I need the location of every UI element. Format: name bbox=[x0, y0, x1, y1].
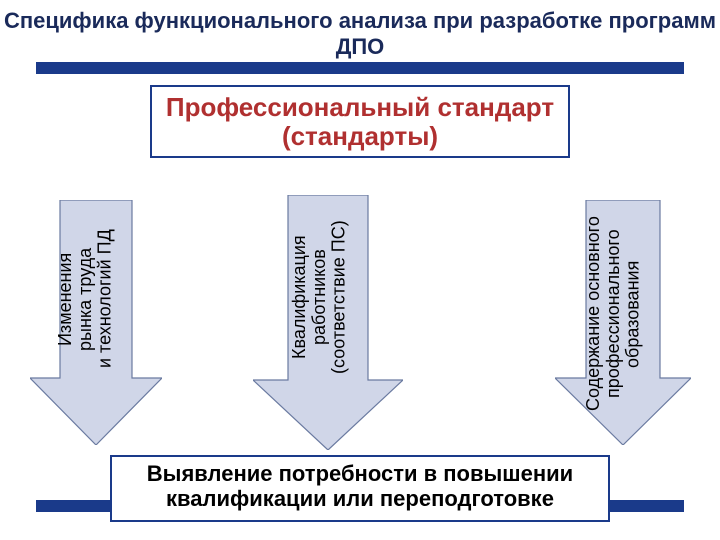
arrow-center-label: Квалификацияработников(соответствие ПС) bbox=[290, 200, 349, 395]
arrow-right-label: Содержание основногопрофессиональногообр… bbox=[584, 204, 643, 424]
page-title: Специфика функционального анализа при ра… bbox=[0, 8, 720, 61]
arrow-left-label: Изменениярынка трудаи технологий ПД bbox=[56, 210, 115, 388]
title-underline bbox=[36, 62, 684, 74]
bottom-box: Выявление потребности в повышении квалиф… bbox=[110, 455, 610, 522]
top-box: Профессиональный стандарт (стандарты) bbox=[150, 85, 570, 158]
